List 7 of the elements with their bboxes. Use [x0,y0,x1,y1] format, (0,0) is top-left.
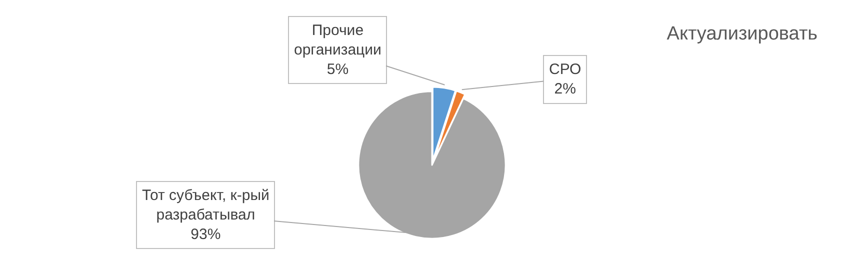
data-label: 2% [554,80,576,98]
slice-label: СРО [549,61,582,78]
data-label: 5% [326,61,349,78]
slice-label: Прочие организации [294,22,382,58]
text: Актуализировать [666,24,818,45]
data-label: 93% [190,226,221,243]
slice-label: Тот субъект, к-рый разрабатывал [142,187,270,224]
